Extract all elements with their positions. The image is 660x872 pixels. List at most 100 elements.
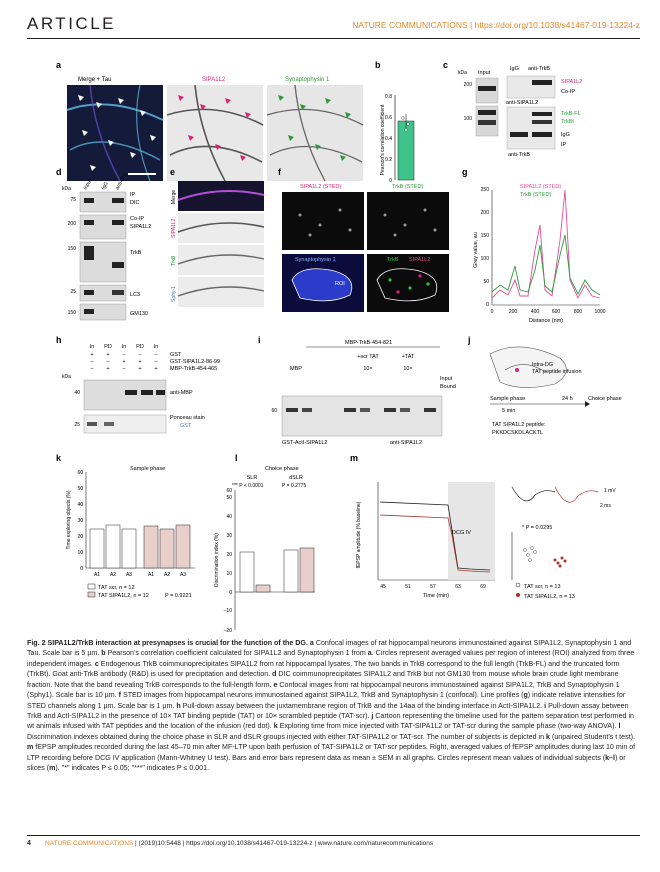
svg-text:Input: Input [440,376,453,382]
svg-text:–: – [90,359,94,365]
panel-a-scale-bar [128,173,156,175]
panel-h-label: h [56,335,62,345]
panel-m-p: * P = 0.0295 [522,525,552,531]
svg-text:PD: PD [136,344,144,350]
panel-b-yticks: 0 0.2 0.4 0.6 0.8 [385,94,392,184]
caption-title: Fig. 2 SIPA1L2/TrkB interaction at presy… [27,639,308,647]
svg-text:–10: –10 [224,608,233,614]
panel-c-ip: IP [561,142,567,148]
panel-m-dcg: DCG IV [452,530,471,536]
panel-j-infusion: TAT peptide infusion [532,369,582,375]
panel-g-xlabel: Distance (nm) [529,318,563,324]
panel-f-title-trkb2: TrkB [387,257,399,263]
journal-doi-link[interactable]: NATURE COMMUNICATIONS | https://doi.org/… [352,20,640,30]
panel-f-title-sipa2: SIPA1L2 [409,257,430,263]
panel-h-kda: kDa [62,374,71,380]
panel-c-bottom: anti-TrkB [508,152,530,158]
panel-a-title-sipa: SIPA1L2 [202,77,226,83]
panel-f-roi: ROI [335,281,345,287]
svg-text:40: 40 [226,514,232,520]
svg-text:0.8: 0.8 [385,94,392,100]
panel-c-igg-label: IgG [561,132,570,138]
svg-text:0.6: 0.6 [385,115,392,121]
svg-text:30: 30 [226,533,232,539]
panel-d-right-labels: IP DIC Co-IP SIPA1L2 TrkB LC3 GM130 [130,192,151,317]
svg-text:50: 50 [483,279,489,285]
svg-text:In: In [90,344,95,350]
svg-text:Co-IP: Co-IP [130,216,144,222]
panel-l-p1: *** P < 0.0001 [232,483,264,489]
svg-text:Input: Input [83,178,94,191]
panel-m-legend-scr: TAT scr, n = 13 [524,584,561,590]
panel-d-markers: 75 200 150 25 150 [68,197,77,316]
figure-2: a Merge + Tau SIPA1L2 Synaptophysin 1 b … [56,60,622,634]
panel-b-label: b [375,60,381,70]
panel-m-scale-mv: 1 mV [604,488,616,494]
panel-c-coip: Co-IP [561,89,575,95]
panel-c-marker-200: 200 [464,82,473,88]
panel-k-p: P = 0.9221 [165,593,192,599]
panel-m-xlabel: Time (min) [423,593,449,599]
svg-text:A3: A3 [180,572,186,578]
panel-e-row-trkb: TrkB [171,255,177,266]
panel-f-title-sipa: SIPA1L2 (STED) [300,184,341,190]
svg-text:63: 63 [455,584,461,590]
svg-text:In: In [122,344,127,350]
panel-d-kda: kDa [62,186,71,192]
svg-text:400: 400 [531,309,540,315]
panel-i-label: i [258,335,261,345]
panel-a-title-syp: Synaptophysin 1 [285,77,330,83]
panel-c-anti-trkb: anti-TrkB [528,66,550,72]
svg-text:SIPA1L2: SIPA1L2 [130,224,151,230]
panel-m-ylabel: fEPSP amplitude (% baseline) [356,501,362,568]
svg-text:51: 51 [405,584,411,590]
footer-ref[interactable]: | (2019)10:5448 | https://doi.org/10.103… [133,840,434,847]
panel-g-yticks: 0 50 100 150 200 250 [481,187,490,308]
panel-a-syp-image [267,85,363,181]
panel-k-title: Sample phase [130,466,165,472]
panel-h-marker-40: 40 [74,390,80,396]
panel-k-yticks: 0 10 20 30 40 50 60 [77,470,83,572]
svg-text:250: 250 [481,187,490,193]
svg-text:200: 200 [481,210,490,216]
svg-text:–: – [106,359,110,365]
svg-text:A2: A2 [110,572,116,578]
panel-g-ylabel: Grey value, au [473,232,479,268]
svg-text:IgG: IgG [101,181,110,191]
panel-g-xticks: 0 200 400 600 800 1000 [491,309,606,315]
svg-text:–: – [122,366,126,372]
svg-text:0: 0 [229,590,232,596]
panel-h-signs: + + – – – – – + + – – + – + + [90,352,158,372]
svg-text:+: + [106,366,109,372]
svg-text:150: 150 [481,233,490,239]
panel-i-marker: 60 [271,408,277,414]
panel-j-24h: 24 h [562,396,573,402]
svg-text:+: + [122,359,125,365]
svg-text:10: 10 [77,550,83,556]
svg-text:A1: A1 [94,572,100,578]
panel-c-kda: kDa [458,70,467,76]
panel-c-trkbfl: TrkB-FL [561,111,581,117]
panel-g-sipa-line [491,189,601,300]
panel-a-sipa-image [167,85,263,181]
header-rule [27,38,640,39]
svg-text:–: – [122,352,126,358]
panel-a-label: a [56,60,62,70]
svg-text:10: 10 [226,571,232,577]
svg-text:LC3: LC3 [130,292,140,298]
panel-l-dslr: dSLR [289,475,303,481]
svg-text:20: 20 [77,534,83,540]
panel-e-row-sipa: SIPA1L2 [171,218,177,238]
svg-text:–: – [154,352,158,358]
panel-j-sample: Sample phase [490,396,525,402]
panel-g-label: g [462,167,468,177]
panel-m-legend-sipa: TAT SIPA1L2, n = 13 [524,594,575,600]
panel-m-label: m [350,453,358,463]
panel-d-label: d [56,167,62,177]
svg-text:800: 800 [574,309,583,315]
panel-i-bottom-left: GST-ActI-SIPA1L2 [282,440,327,446]
svg-text:MBP-TrkB-454-465: MBP-TrkB-454-465 [170,366,217,372]
svg-text:+: + [90,352,93,358]
panel-i-legend: Input Bound [440,376,456,390]
